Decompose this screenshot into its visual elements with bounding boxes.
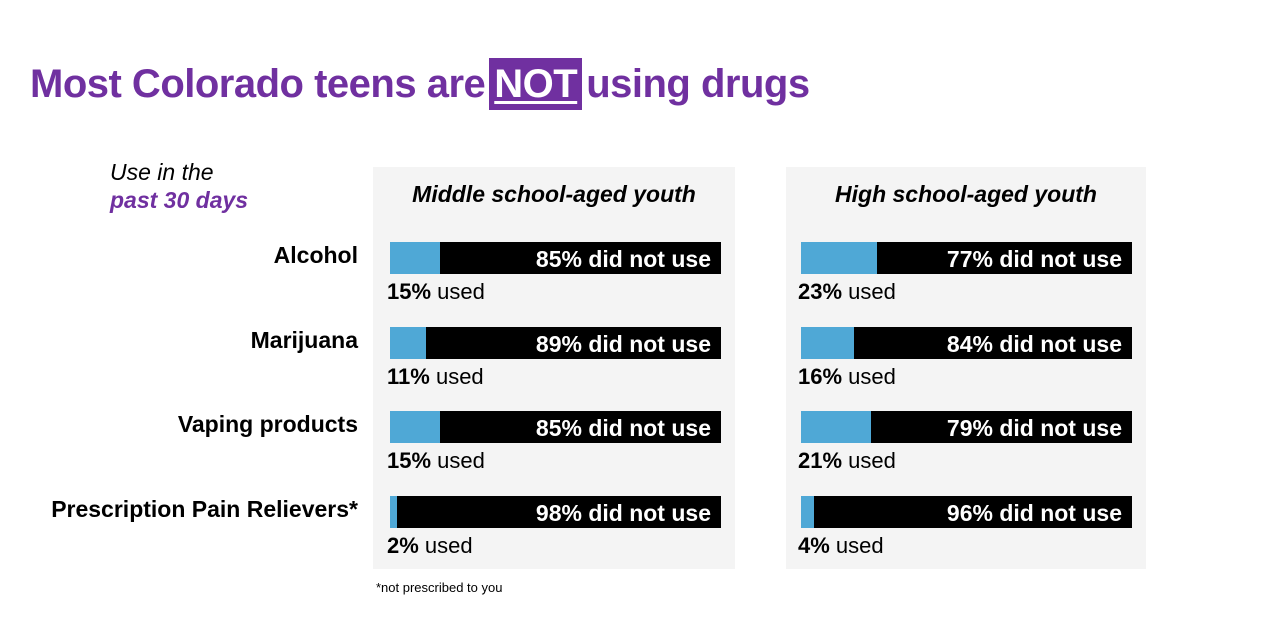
used-label: 4% used <box>798 533 884 559</box>
stacked-bar: 89% did not use <box>390 327 721 359</box>
used-label: 15% used <box>387 279 485 305</box>
stacked-bar: 85% did not use <box>390 242 721 274</box>
used-percent: 4% <box>798 533 830 558</box>
panel-title: High school-aged youth <box>835 181 1097 207</box>
used-suffix: used <box>435 364 484 389</box>
category-label: Prescription Pain Relievers* <box>51 496 358 522</box>
bar-label-not-used: 98% did not use <box>535 500 711 526</box>
page-title: Most Colorado teens are NOT using drugs <box>30 58 810 110</box>
panel-title: Middle school-aged youth <box>412 181 696 207</box>
panel-middle-school: Middle school-aged youth 85% did not use… <box>373 167 735 569</box>
used-suffix: used <box>848 448 896 473</box>
used-label: 23% used <box>798 279 896 305</box>
title-after: using drugs <box>586 62 810 106</box>
title-highlight: NOT <box>489 58 583 110</box>
bar-segment-used <box>390 496 397 528</box>
category-label: Marijuana <box>250 327 358 353</box>
used-percent: 15% <box>387 448 432 473</box>
bar-segment-used <box>390 242 440 274</box>
used-percent: 21% <box>798 448 843 473</box>
used-suffix: used <box>848 279 896 304</box>
bar-label-not-used: 77% did not use <box>946 246 1122 272</box>
used-label: 11% used <box>387 364 484 390</box>
bar-segment-used <box>390 327 427 359</box>
used-percent: 16% <box>798 364 843 389</box>
used-suffix: used <box>835 533 884 558</box>
bar-segment-used <box>801 496 815 528</box>
bar-label-not-used: 79% did not use <box>946 415 1122 441</box>
category-label: Alcohol <box>273 242 358 268</box>
used-label: 2% used <box>387 533 473 559</box>
title-before: Most Colorado teens are <box>30 62 486 106</box>
bar-segment-used <box>390 411 440 443</box>
used-suffix: used <box>437 448 485 473</box>
used-suffix: used <box>424 533 473 558</box>
used-label: 21% used <box>798 448 896 474</box>
bar-label-not-used: 85% did not use <box>535 415 711 441</box>
subhead-line1: Use in the <box>110 159 214 185</box>
used-suffix: used <box>848 364 896 389</box>
used-suffix: used <box>437 279 485 304</box>
used-percent: 2% <box>387 533 419 558</box>
bar-label-not-used: 89% did not use <box>535 331 711 357</box>
bar-segment-used <box>801 242 878 274</box>
used-percent: 15% <box>387 279 432 304</box>
bar-label-not-used: 85% did not use <box>535 246 711 272</box>
category-label: Vaping products <box>177 411 358 437</box>
used-percent: 23% <box>798 279 843 304</box>
used-percent: 11% <box>387 364 430 389</box>
footnote: *not prescribed to you <box>376 580 503 595</box>
used-label: 15% used <box>387 448 485 474</box>
subhead-line2: past 30 days <box>110 187 249 213</box>
stacked-bar: 84% did not use <box>801 327 1132 359</box>
panel-high-school: High school-aged youth 77% did not use 23… <box>786 167 1146 569</box>
bar-label-not-used: 84% did not use <box>946 331 1122 357</box>
stacked-bar: 79% did not use <box>801 411 1132 443</box>
bar-segment-used <box>801 327 854 359</box>
bar-segment-used <box>801 411 871 443</box>
stacked-bar: 96% did not use <box>801 496 1132 528</box>
stacked-bar: 85% did not use <box>390 411 721 443</box>
stacked-bar: 98% did not use <box>390 496 721 528</box>
bar-label-not-used: 96% did not use <box>946 500 1122 526</box>
stacked-bar: 77% did not use <box>801 242 1132 274</box>
used-label: 16% used <box>798 364 896 390</box>
period-subhead: Use in the past 30 days <box>110 158 248 214</box>
